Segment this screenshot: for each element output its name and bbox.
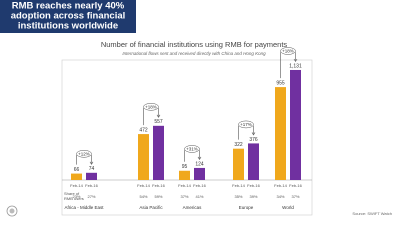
bar xyxy=(194,167,205,180)
chart: RMB reaches nearly 40% adoption across f… xyxy=(0,0,392,217)
growth-arrow xyxy=(156,114,161,118)
share-value: 41% xyxy=(195,194,203,199)
share-label: RMB users xyxy=(64,196,84,201)
period-label: Feb-16 xyxy=(247,183,260,188)
value-label: 1,131 xyxy=(289,63,302,69)
period-label: Feb-14 xyxy=(137,183,150,188)
share-value: 54% xyxy=(139,194,147,199)
growth-badge xyxy=(238,120,254,129)
share-value: 37% xyxy=(180,194,188,199)
growth-badge xyxy=(143,103,159,111)
category-label: World xyxy=(282,205,294,210)
category-label: Europe xyxy=(239,205,254,210)
logo xyxy=(9,208,15,214)
period-label: Feb-16 xyxy=(193,183,206,188)
page: RMB reaches nearly 40% adoption across f… xyxy=(0,0,392,217)
period-label: Feb-14 xyxy=(178,183,191,188)
growth-badge xyxy=(280,47,296,55)
period-label: Feb-14 xyxy=(232,183,245,188)
value-label: 66 xyxy=(74,167,80,173)
category-label: Americas xyxy=(183,205,203,210)
bar xyxy=(290,69,301,180)
growth-label: +12% xyxy=(78,151,90,156)
bar xyxy=(275,87,286,180)
growth-label: +17% xyxy=(240,122,252,127)
bar xyxy=(138,134,149,180)
growth-badge xyxy=(76,150,92,158)
share-label: Share of xyxy=(64,191,80,196)
value-label: 322 xyxy=(234,142,243,148)
logo xyxy=(6,205,18,217)
growth-arrow xyxy=(251,132,256,136)
period-label: Feb-14 xyxy=(274,183,287,188)
header-box xyxy=(0,0,136,33)
period-label: Feb-14 xyxy=(70,183,83,188)
value-label: 955 xyxy=(276,80,285,86)
growth-label: +18% xyxy=(282,48,294,53)
value-label: 376 xyxy=(249,137,258,143)
share-value: 37% xyxy=(291,194,299,199)
header-title: adoption across financial xyxy=(11,11,126,22)
bar xyxy=(248,143,259,180)
growth-label: +18% xyxy=(145,104,157,109)
bar xyxy=(233,148,244,180)
share-value: 39% xyxy=(249,194,257,199)
growth-badge xyxy=(184,145,200,153)
header-title: institutions worldwide xyxy=(18,21,118,32)
share-value: 34% xyxy=(276,194,284,199)
value-label: 557 xyxy=(154,119,163,125)
period-label: Feb-16 xyxy=(289,183,302,188)
value-label: 124 xyxy=(195,161,204,167)
share-value: 59% xyxy=(154,194,162,199)
growth-arrow xyxy=(197,156,202,161)
bar xyxy=(71,173,82,180)
growth-arrow xyxy=(293,58,298,63)
bar xyxy=(153,125,164,180)
category-label: Africa - Middle East xyxy=(64,205,104,210)
period-label: Feb-16 xyxy=(85,183,98,188)
chart-frame xyxy=(61,59,313,216)
value-label: 472 xyxy=(139,127,148,133)
source: Source: SWIFT Watch xyxy=(352,211,392,216)
growth-label: +31% xyxy=(186,146,198,151)
bar xyxy=(179,170,190,180)
header-title: RMB reaches nearly 40% xyxy=(12,1,125,12)
value-label: 95 xyxy=(182,164,188,170)
share-value: 23% xyxy=(72,194,80,199)
share-value: 35% xyxy=(234,194,242,199)
value-label: 74 xyxy=(89,166,95,172)
growth-arrow xyxy=(89,161,94,165)
category-label: Asia Pacific xyxy=(139,205,163,210)
share-value: 27% xyxy=(87,194,95,199)
chart-subtitle: International flows sent and received di… xyxy=(122,51,266,56)
chart-title: Number of financial institutions using R… xyxy=(101,40,288,49)
period-label: Feb-16 xyxy=(152,183,165,188)
bar xyxy=(86,172,97,180)
